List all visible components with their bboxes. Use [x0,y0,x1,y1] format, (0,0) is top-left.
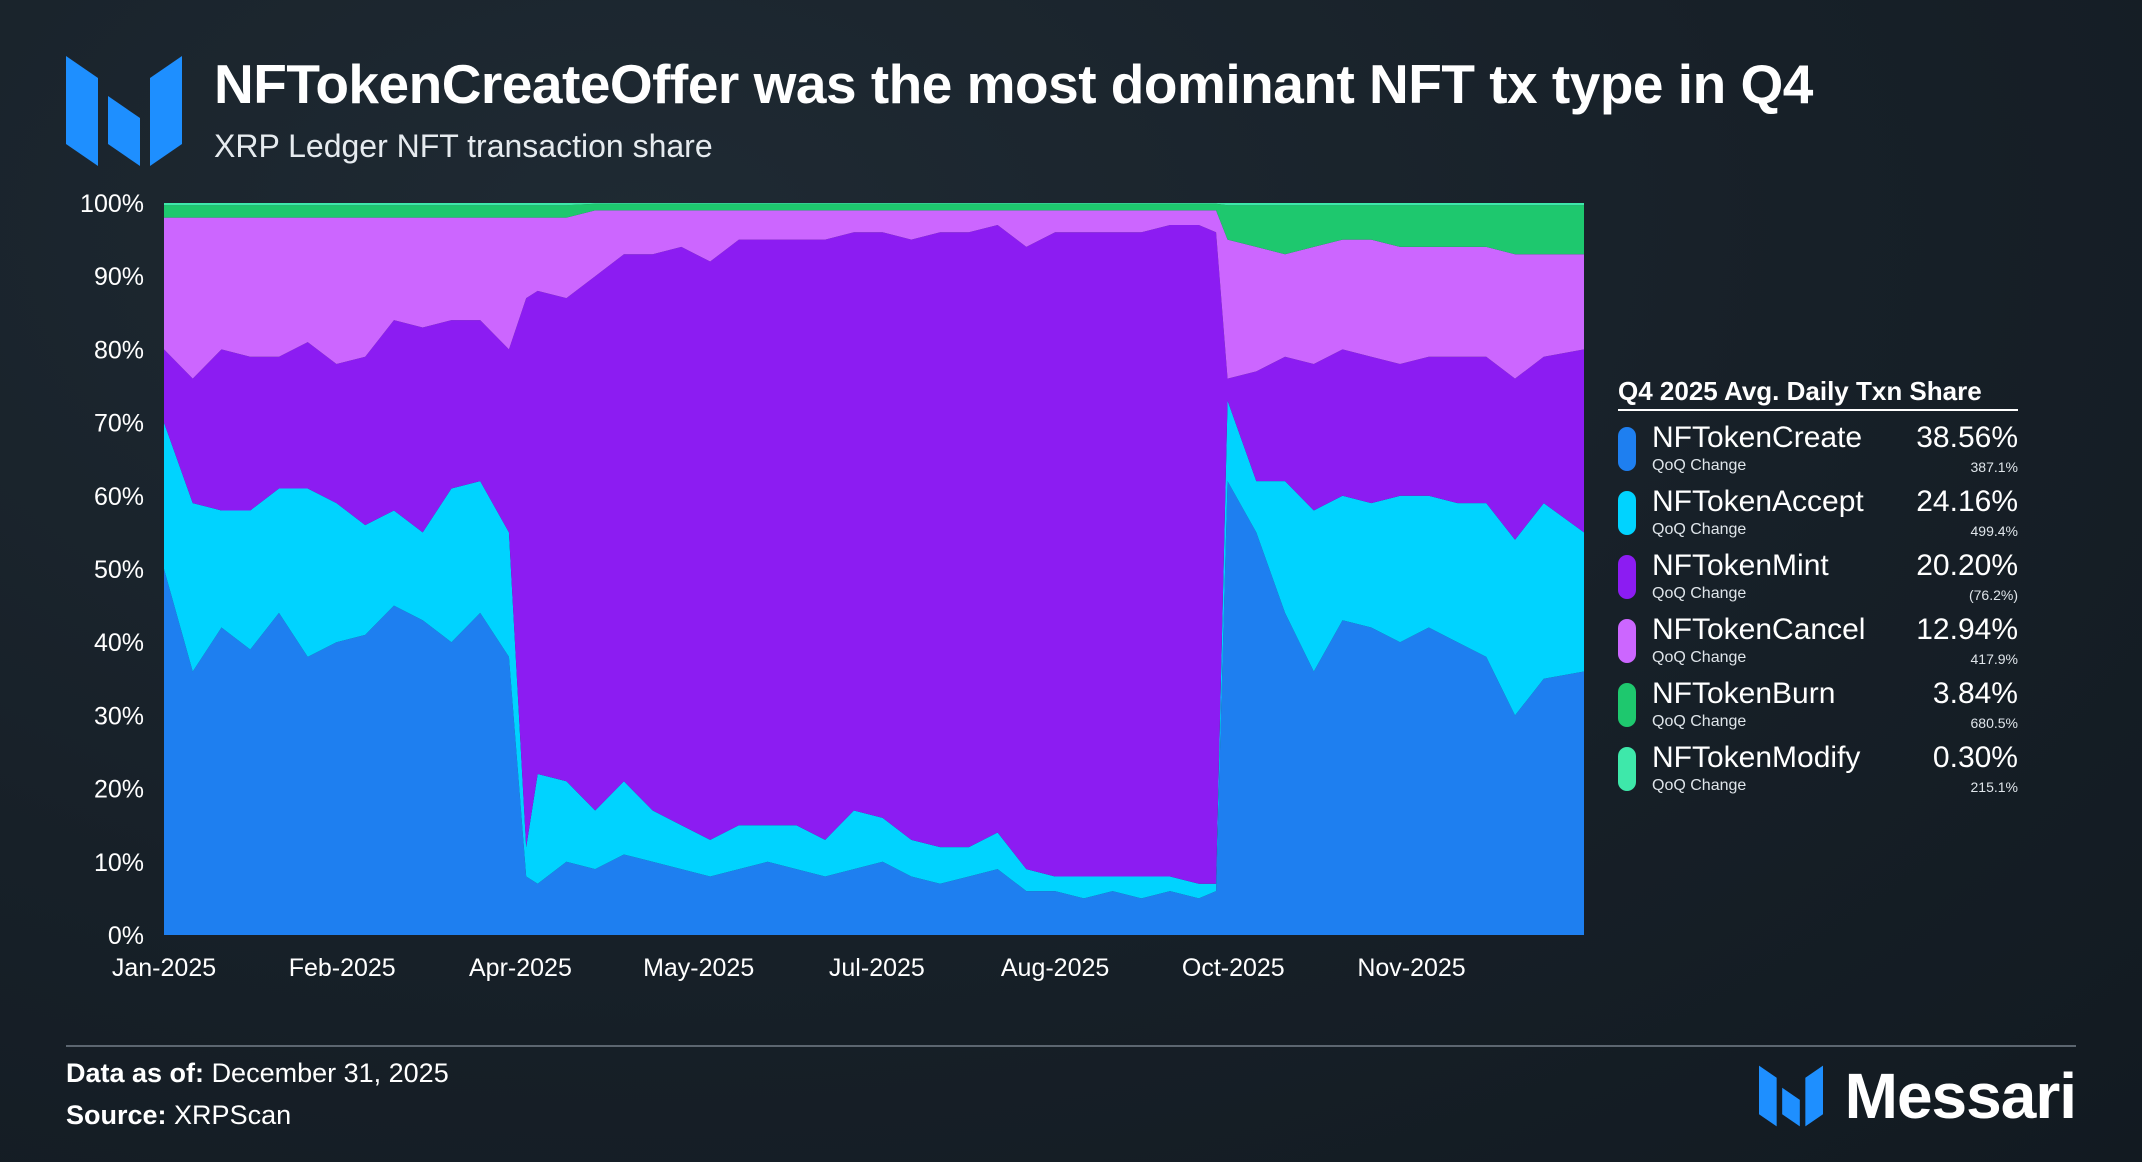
y-tick-label: 40% [94,629,144,657]
legend-item-nftokenaccept: NFTokenAccept QoQ Change 24.16% 499.4% [1618,485,2018,549]
y-tick-label: 70% [94,410,144,438]
legend-sublabel: QoQ Change [1652,585,1747,602]
legend-item-nftokenburn: NFTokenBurn QoQ Change 3.84% 680.5% [1618,677,2018,741]
area-nftokenmint [164,224,1584,884]
area-nftokencancel [164,210,1584,379]
x-tick-label: Apr-2025 [469,954,572,982]
area-nftokenaccept [164,400,1584,899]
legend-swatch [1618,683,1636,727]
legend-name: NFTokenCancel [1652,613,1866,646]
chart-title: NFTokenCreateOffer was the most dominant… [214,53,1813,115]
stacked-area-chart: 0% 10% 20% 30% 40% 50% 60% 70% 80% 90% 100% Jan-20… [80,190,1584,982]
y-tick-label: 10% [94,849,144,877]
legend-sublabel: QoQ Change [1652,457,1747,474]
legend-swatch [1618,747,1636,791]
legend-change: 215.1% [1970,779,2018,795]
legend-swatch [1618,555,1636,599]
area-nftokenburn [164,203,1584,255]
legend-sublabel: QoQ Change [1652,521,1747,538]
chart-subtitle: XRP Ledger NFT transaction share [214,128,713,164]
y-tick-label: 100% [80,190,144,218]
legend-change: 417.9% [1970,651,2018,667]
legend-value: 3.84% [1932,677,2018,710]
brand-name: Messari [1844,1060,2077,1132]
legend-item-nftokencreate: NFTokenCreate QoQ Change 38.56% 387.1% [1618,421,2018,485]
x-axis: Jan-2025 Feb-2025 Apr-2025 May-2025 Jul-2025… [112,954,1466,982]
legend-name: NFTokenBurn [1652,677,1836,710]
legend-item-nftokenmodify: NFTokenModify QoQ Change 0.30% 215.1% [1618,741,2018,805]
y-tick-label: 90% [94,263,144,291]
data-as-of: Data as of: December 31, 2025 [66,1058,449,1089]
legend-swatch [1618,619,1636,663]
x-tick-label: Oct-2025 [1182,954,1285,982]
messari-brand-icon [1758,1065,1823,1127]
legend-name: NFTokenMint [1652,549,1829,582]
legend-sublabel: QoQ Change [1652,713,1747,730]
legend-change: 387.1% [1970,459,2018,475]
legend-value: 24.16% [1916,485,2018,518]
x-tick-label: Jul-2025 [829,954,925,982]
y-tick-label: 30% [94,702,144,730]
source-value: XRPScan [174,1100,292,1130]
brand-mark: Messari [1758,1060,2077,1132]
legend-item-nftokencancel: NFTokenCancel QoQ Change 12.94% 417.9% [1618,613,2018,677]
legend-title: Q4 2025 Avg. Daily Txn Share [1618,376,2018,411]
x-tick-label: Jan-2025 [112,954,216,982]
area-layers [164,203,1584,935]
legend-item-nftokenmint: NFTokenMint QoQ Change 20.20% (76.2%) [1618,549,2018,613]
footer-divider [66,1045,2076,1047]
y-tick-label: 50% [94,556,144,584]
legend-value: 20.20% [1916,549,2018,582]
y-axis: 0% 10% 20% 30% 40% 50% 60% 70% 80% 90% 100% [80,190,144,950]
legend-change: 680.5% [1970,715,2018,731]
legend-value: 12.94% [1916,613,2018,646]
data-as-of-label: Data as of: [66,1058,205,1088]
y-tick-label: 60% [94,483,144,511]
legend-swatch [1618,491,1636,535]
legend-change: 499.4% [1970,523,2018,539]
legend-swatch [1618,427,1636,471]
legend-sublabel: QoQ Change [1652,649,1747,666]
x-tick-label: Nov-2025 [1357,954,1465,982]
source-label: Source: [66,1100,167,1130]
area-nftokencreate [164,481,1584,935]
y-tick-label: 0% [108,922,144,950]
area-nftokenmodify [164,203,1584,206]
legend-value: 38.56% [1916,421,2018,454]
legend-change: (76.2%) [1968,587,2018,603]
legend-name: NFTokenAccept [1652,485,1864,518]
source: Source: XRPScan [66,1100,291,1131]
x-tick-label: Aug-2025 [1001,954,1109,982]
y-tick-label: 80% [94,336,144,364]
y-tick-label: 20% [94,776,144,804]
legend-value: 0.30% [1932,741,2018,774]
legend-name: NFTokenModify [1652,741,1861,774]
legend-sublabel: QoQ Change [1652,777,1747,794]
legend-items: NFTokenCreate QoQ Change 38.56% 387.1% NFTok… [1618,421,2018,805]
messari-logo-icon [66,56,182,166]
data-as-of-value: December 31, 2025 [211,1058,449,1088]
legend: Q4 2025 Avg. Daily Txn Share NFTokenCrea… [1618,376,2018,805]
legend-name: NFTokenCreate [1652,421,1863,454]
x-tick-label: Feb-2025 [289,954,396,982]
x-tick-label: May-2025 [643,954,754,982]
